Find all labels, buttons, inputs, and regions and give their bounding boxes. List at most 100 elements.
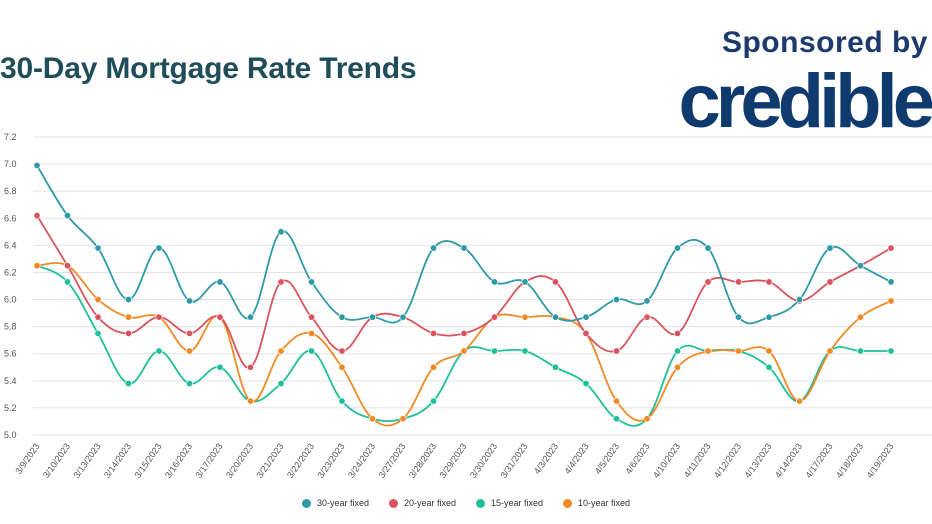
data-point-30-year-fixed	[826, 244, 834, 252]
data-point-15-year-fixed	[490, 347, 498, 355]
data-point-10-year-fixed	[612, 397, 620, 405]
data-point-20-year-fixed	[216, 313, 224, 321]
y-tick-label: 7.0	[4, 159, 17, 169]
data-point-30-year-fixed	[521, 278, 529, 286]
y-tick-label: 7.2	[4, 132, 17, 142]
data-point-15-year-fixed	[551, 363, 559, 371]
credible-logo[interactable]: credible	[678, 59, 932, 144]
legend-item[interactable]: 20-year fixed	[388, 498, 456, 508]
x-tick-label: 4/18/2023	[834, 441, 865, 480]
data-point-15-year-fixed	[277, 380, 285, 388]
data-point-30-year-fixed	[33, 161, 41, 169]
data-point-20-year-fixed	[186, 329, 194, 337]
chart-title: 30-Day Mortgage Rate Trends	[0, 52, 417, 85]
data-point-15-year-fixed	[94, 329, 102, 337]
data-point-30-year-fixed	[582, 313, 590, 321]
data-point-30-year-fixed	[795, 296, 803, 304]
data-point-20-year-fixed	[490, 313, 498, 321]
data-point-20-year-fixed	[887, 244, 895, 252]
series-line-10-year-fixed	[36, 262, 892, 427]
legend-marker-icon	[476, 498, 485, 508]
series-line-20-year-fixed	[36, 215, 892, 369]
data-point-10-year-fixed	[826, 347, 834, 355]
data-point-30-year-fixed	[338, 313, 346, 321]
y-tick-label: 5.2	[4, 403, 17, 413]
y-tick-label: 6.2	[4, 267, 17, 277]
data-point-15-year-fixed	[64, 278, 72, 286]
legend-label: 15-year fixed	[491, 498, 544, 508]
data-point-30-year-fixed	[155, 244, 163, 252]
data-point-10-year-fixed	[368, 415, 376, 423]
data-point-10-year-fixed	[399, 415, 407, 423]
data-point-15-year-fixed	[216, 363, 224, 371]
data-point-15-year-fixed	[887, 347, 895, 355]
series-line-30-year-fixed	[36, 164, 892, 325]
x-tick-label: 3/15/2023	[132, 441, 163, 480]
data-point-30-year-fixed	[429, 244, 437, 252]
data-point-30-year-fixed	[247, 313, 255, 321]
legend-item[interactable]: 10-year fixed	[563, 498, 630, 508]
x-tick-label: 4/4/2023	[562, 441, 590, 475]
legend-item[interactable]: 15-year fixed	[476, 498, 543, 508]
data-point-10-year-fixed	[643, 415, 651, 423]
x-tick-label: 3/21/2023	[254, 441, 285, 480]
y-tick-label: 6.6	[4, 213, 17, 223]
data-point-15-year-fixed	[307, 347, 315, 355]
data-point-20-year-fixed	[551, 278, 559, 286]
data-point-10-year-fixed	[429, 363, 437, 371]
x-tick-label: 4/6/2023	[623, 441, 651, 475]
y-tick-label: 5.6	[4, 349, 17, 359]
x-tick-label: 4/12/2023	[712, 441, 743, 480]
x-tick-label: 3/23/2023	[315, 441, 346, 480]
x-tick-label: 4/17/2023	[803, 441, 834, 480]
data-point-30-year-fixed	[399, 313, 407, 321]
chart-legend: 30-year fixed 20-year fixed 15-year fixed 1…	[0, 498, 932, 510]
data-point-30-year-fixed	[887, 278, 895, 286]
data-point-30-year-fixed	[125, 296, 133, 304]
data-point-20-year-fixed	[582, 329, 590, 337]
data-point-30-year-fixed	[94, 244, 102, 252]
x-tick-label: 4/11/2023	[682, 441, 713, 479]
x-tick-label: 3/30/2023	[468, 441, 499, 480]
data-point-30-year-fixed	[612, 296, 620, 304]
data-point-20-year-fixed	[734, 278, 742, 286]
data-point-30-year-fixed	[673, 244, 681, 252]
data-point-20-year-fixed	[94, 313, 102, 321]
data-point-15-year-fixed	[125, 380, 133, 388]
data-point-30-year-fixed	[216, 278, 224, 286]
data-point-15-year-fixed	[186, 380, 194, 388]
data-point-20-year-fixed	[643, 313, 651, 321]
data-point-10-year-fixed	[125, 313, 133, 321]
data-point-15-year-fixed	[673, 347, 681, 355]
legend-label: 10-year fixed	[578, 498, 631, 508]
data-point-20-year-fixed	[765, 278, 773, 286]
y-tick-label: 5.4	[4, 376, 17, 386]
x-tick-label: 4/13/2023	[742, 441, 773, 480]
data-point-10-year-fixed	[856, 313, 864, 321]
data-point-30-year-fixed	[368, 313, 376, 321]
data-point-15-year-fixed	[338, 397, 346, 405]
data-point-10-year-fixed	[307, 329, 315, 337]
data-point-20-year-fixed	[673, 329, 681, 337]
data-point-20-year-fixed	[64, 262, 72, 270]
data-point-10-year-fixed	[795, 397, 803, 405]
x-tick-label: 4/5/2023	[593, 441, 621, 475]
x-tick-label: 3/10/2023	[41, 441, 72, 480]
data-point-20-year-fixed	[277, 278, 285, 286]
data-point-30-year-fixed	[277, 228, 285, 236]
data-point-20-year-fixed	[307, 313, 315, 321]
x-tick-label: 3/24/2023	[346, 441, 377, 480]
x-tick-label: 3/20/2023	[224, 441, 255, 480]
y-tick-label: 6.0	[4, 295, 17, 305]
data-point-15-year-fixed	[521, 347, 529, 355]
x-tick-label: 3/17/2023	[193, 441, 224, 480]
data-point-10-year-fixed	[521, 313, 529, 321]
y-tick-label: 6.4	[4, 240, 17, 250]
data-point-10-year-fixed	[33, 262, 41, 270]
data-point-30-year-fixed	[490, 278, 498, 286]
data-point-20-year-fixed	[247, 363, 255, 371]
legend-item[interactable]: 30-year fixed	[301, 498, 369, 508]
data-point-30-year-fixed	[551, 313, 559, 321]
data-point-15-year-fixed	[582, 380, 590, 388]
data-point-20-year-fixed	[612, 347, 620, 355]
